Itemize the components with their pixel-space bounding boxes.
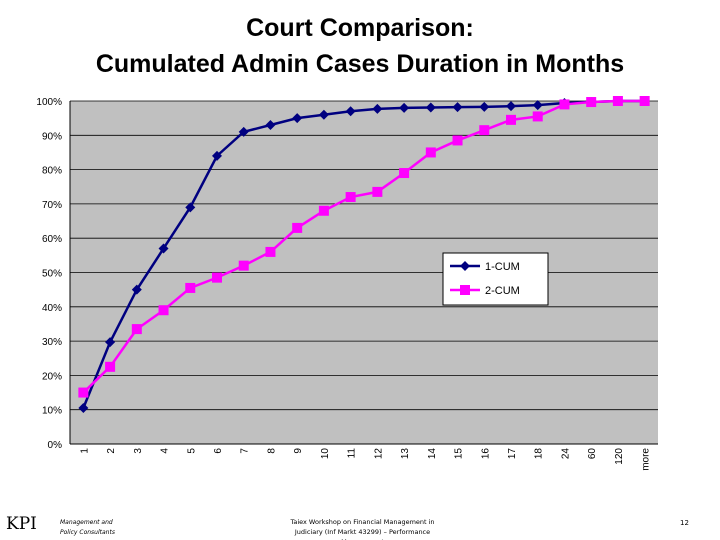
point	[238, 260, 249, 271]
point	[318, 109, 329, 120]
x-tick-label: 120	[614, 448, 625, 465]
point	[131, 324, 142, 335]
point	[532, 111, 543, 122]
y-tick-label: 100%	[36, 97, 62, 108]
point	[372, 103, 383, 114]
point	[425, 102, 436, 113]
x-tick-label: 24	[560, 448, 571, 460]
legend-marker	[460, 261, 470, 271]
logo: KPI	[6, 514, 37, 534]
point	[158, 243, 169, 254]
y-tick-label: 80%	[42, 166, 62, 177]
point	[105, 361, 116, 372]
point	[78, 402, 89, 413]
x-tick-label: 7	[240, 448, 251, 454]
x-tick-label: 17	[507, 448, 518, 460]
point	[292, 113, 303, 124]
company: Management and Policy Consultants	[60, 519, 115, 536]
point	[532, 100, 543, 111]
point	[185, 282, 196, 293]
point	[131, 284, 142, 295]
point	[345, 192, 356, 203]
point	[425, 147, 436, 158]
point	[158, 305, 169, 316]
x-tick-label: 12	[373, 448, 384, 460]
series-line	[82, 99, 645, 409]
point	[506, 114, 516, 125]
x-tick-label: 9	[293, 448, 304, 454]
point	[399, 168, 410, 179]
point	[185, 202, 196, 213]
y-tick-label: 90%	[42, 131, 62, 142]
point	[372, 186, 383, 197]
x-tick-label: 14	[427, 448, 438, 460]
x-tick-label: 1	[79, 448, 90, 454]
point	[452, 102, 463, 113]
point	[612, 96, 623, 106]
point	[345, 106, 356, 117]
legend-box	[442, 252, 549, 306]
point	[265, 120, 276, 131]
y-tick-label: 10%	[42, 406, 62, 417]
point	[318, 205, 329, 216]
x-tick-label: 15	[454, 448, 465, 460]
page-number: 12	[680, 519, 689, 527]
x-tick-label: 16	[480, 448, 491, 460]
point	[479, 101, 490, 112]
point	[212, 272, 222, 283]
x-tick-label: 11	[347, 448, 358, 459]
x-tick-label: 2	[106, 448, 117, 454]
x-tick-label: 5	[186, 448, 197, 454]
point	[212, 150, 222, 161]
x-tick-label: more	[641, 448, 652, 471]
point	[639, 96, 650, 106]
y-tick-label: 60%	[42, 234, 62, 245]
footer-text: Taiex Workshop on Financial Management i…	[290, 518, 435, 540]
x-tick-label: 8	[266, 448, 277, 454]
chart-title: Court Comparison:	[246, 14, 474, 42]
y-tick-label: 20%	[42, 371, 62, 382]
chart-title: Cumulated Admin Cases Duration in Months	[96, 50, 624, 78]
point	[265, 246, 276, 257]
legend-label: 2-CUM	[485, 285, 520, 297]
x-tick-label: 3	[133, 448, 144, 454]
legend-label: 1-CUM	[485, 261, 520, 273]
x-tick-label: 10	[320, 448, 331, 460]
x-tick-label: 60	[587, 448, 598, 460]
point	[292, 222, 303, 233]
x-tick-label: 13	[400, 448, 411, 460]
point	[78, 387, 89, 398]
x-tick-label: 6	[213, 448, 224, 454]
y-tick-label: 50%	[42, 269, 62, 280]
point	[105, 337, 116, 348]
y-tick-label: 40%	[42, 303, 62, 314]
x-tick-label: 18	[534, 448, 545, 460]
point	[479, 125, 490, 136]
point	[452, 135, 463, 146]
legend-marker	[460, 285, 470, 295]
point	[559, 99, 570, 110]
point	[399, 102, 410, 113]
y-tick-label: 0%	[48, 440, 63, 451]
point	[506, 101, 516, 112]
x-tick-label: 4	[160, 448, 171, 454]
y-tick-label: 30%	[42, 337, 62, 348]
point	[238, 126, 249, 137]
y-tick-label: 70%	[42, 200, 62, 211]
point	[586, 97, 597, 108]
series-line	[82, 99, 645, 394]
